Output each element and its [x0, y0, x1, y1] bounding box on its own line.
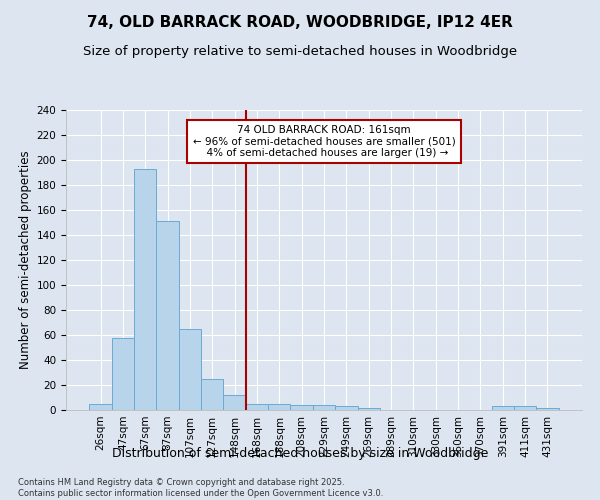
Bar — [89, 404, 112, 410]
Bar — [335, 406, 358, 410]
Bar — [246, 404, 268, 410]
Bar — [201, 379, 223, 410]
Bar — [179, 329, 201, 410]
Bar — [112, 338, 134, 410]
Bar — [514, 406, 536, 410]
Text: Contains HM Land Registry data © Crown copyright and database right 2025.
Contai: Contains HM Land Registry data © Crown c… — [18, 478, 383, 498]
Text: Distribution of semi-detached houses by size in Woodbridge: Distribution of semi-detached houses by … — [112, 448, 488, 460]
Text: 74, OLD BARRACK ROAD, WOODBRIDGE, IP12 4ER: 74, OLD BARRACK ROAD, WOODBRIDGE, IP12 4… — [87, 15, 513, 30]
Bar — [290, 405, 313, 410]
Bar — [313, 405, 335, 410]
Text: 74 OLD BARRACK ROAD: 161sqm
← 96% of semi-detached houses are smaller (501)
  4%: 74 OLD BARRACK ROAD: 161sqm ← 96% of sem… — [193, 125, 455, 158]
Bar — [491, 406, 514, 410]
Y-axis label: Number of semi-detached properties: Number of semi-detached properties — [19, 150, 32, 370]
Bar — [134, 169, 157, 410]
Bar — [223, 395, 246, 410]
Bar — [157, 221, 179, 410]
Bar — [536, 408, 559, 410]
Bar — [358, 408, 380, 410]
Bar — [268, 404, 290, 410]
Text: Size of property relative to semi-detached houses in Woodbridge: Size of property relative to semi-detach… — [83, 45, 517, 58]
